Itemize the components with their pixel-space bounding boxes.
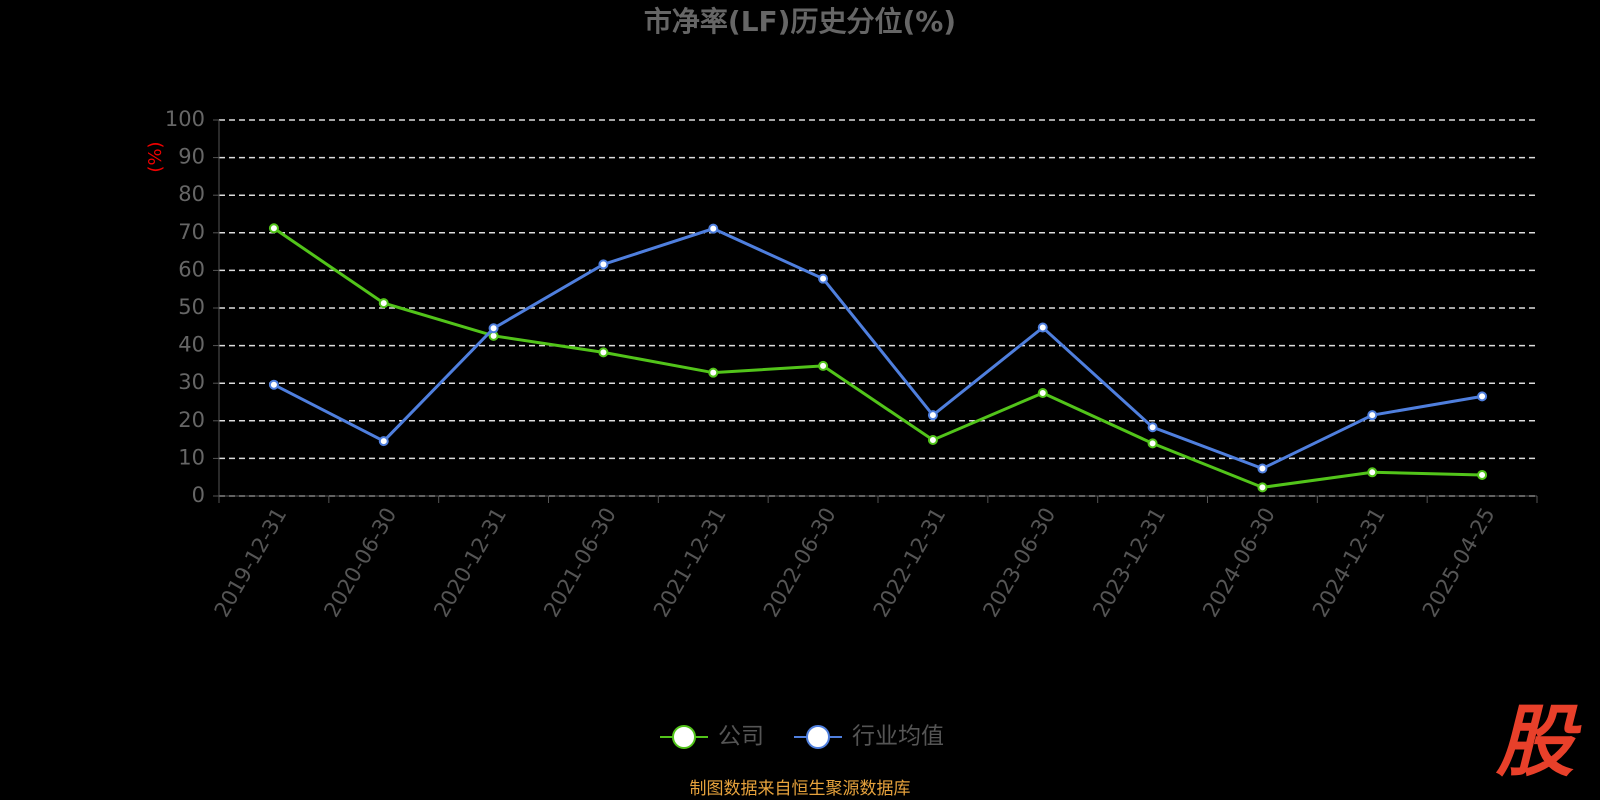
data-point — [1477, 391, 1488, 402]
data-point — [378, 436, 389, 447]
data-point — [1147, 422, 1158, 433]
y-tick-label: 30 — [178, 370, 205, 394]
y-tick-label: 50 — [178, 295, 205, 319]
chart-title: 市净率(LF)历史分位(%) — [644, 5, 956, 38]
data-point — [927, 410, 938, 421]
data-point — [927, 434, 938, 445]
data-point — [1257, 463, 1268, 474]
legend-symbol — [806, 725, 830, 749]
data-point — [268, 223, 279, 234]
legend-label: 行业均值 — [852, 724, 944, 750]
data-point — [708, 367, 719, 378]
source-note: 制图数据来自恒生聚源数据库 — [690, 779, 911, 799]
y-tick-label: 10 — [178, 445, 205, 469]
y-tick-label: 80 — [178, 182, 205, 206]
y-tick-label: 100 — [165, 107, 205, 131]
data-point — [818, 360, 829, 371]
legend-label: 公司 — [718, 724, 764, 750]
y-tick-label: 40 — [178, 333, 205, 357]
logo: 股 — [1495, 697, 1582, 787]
y-tick-label: 60 — [178, 257, 205, 281]
data-point — [1367, 467, 1378, 478]
data-point — [488, 323, 499, 334]
data-point — [598, 347, 609, 358]
data-point — [708, 223, 719, 234]
data-point — [378, 298, 389, 309]
data-point — [598, 259, 609, 270]
y-axis-label: (%) — [145, 141, 166, 172]
data-point — [1367, 410, 1378, 421]
data-point — [1147, 438, 1158, 449]
data-point — [1257, 482, 1268, 493]
data-point — [268, 379, 279, 390]
y-tick-label: 90 — [178, 145, 205, 169]
series-line — [273, 227, 1483, 489]
data-point — [1037, 322, 1048, 333]
y-tick-label: 0 — [192, 483, 205, 507]
y-tick-label: 20 — [178, 408, 205, 432]
data-point — [1037, 387, 1048, 398]
series-line — [273, 227, 1483, 471]
data-point — [818, 273, 829, 284]
legend-symbol — [672, 725, 696, 749]
data-point — [1477, 469, 1488, 480]
y-tick-label: 70 — [178, 220, 205, 244]
